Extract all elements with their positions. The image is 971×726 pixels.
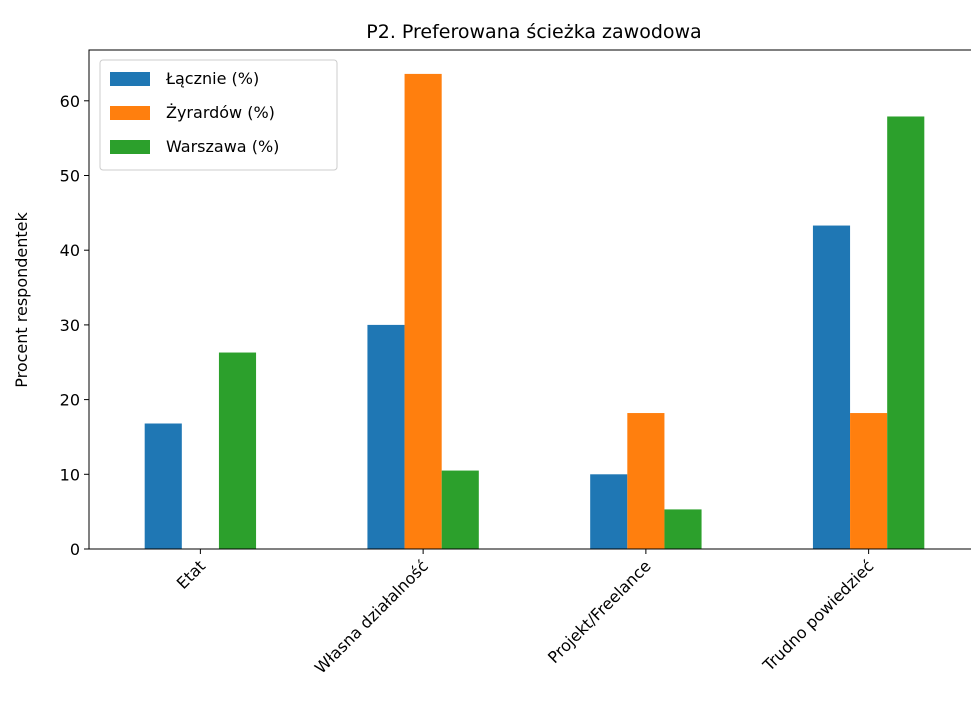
x-tick-label: Trudno powiedzieć (758, 556, 877, 675)
y-tick-label: 50 (60, 166, 80, 185)
legend-box (99, 59, 338, 171)
legend-swatch (110, 72, 150, 86)
bar (218, 352, 257, 549)
y-axis-label: Procent respondentek (12, 212, 31, 388)
legend-label: Łącznie (%) (165, 69, 259, 88)
legend-swatch (110, 106, 150, 120)
x-tick-label: Etat (173, 556, 209, 592)
bar (441, 470, 479, 549)
bar (850, 413, 888, 549)
bar (887, 116, 925, 550)
legend-swatch (110, 140, 150, 154)
y-tick-label: 30 (60, 316, 80, 335)
legend-label: Warszawa (%) (166, 137, 279, 156)
bar (664, 509, 702, 549)
y-tick-label: 20 (60, 391, 80, 410)
y-tick-label: 10 (60, 465, 80, 484)
bar (404, 73, 442, 550)
bar (367, 324, 405, 549)
x-tick-label: Projekt/Freelance (544, 556, 655, 667)
y-tick-label: 60 (60, 92, 80, 111)
bar (812, 225, 851, 550)
x-tick-label: Własna działalność (311, 556, 432, 677)
y-tick-label: 40 (60, 241, 80, 260)
bar (590, 474, 628, 549)
plot-frame (88, 49, 971, 550)
chart-title: P2. Preferowana ścieżka zawodowa (366, 21, 701, 43)
legend-label: Żyrardów (%) (166, 103, 275, 122)
bar (627, 413, 665, 549)
bar (144, 423, 182, 549)
y-tick-label: 0 (70, 540, 80, 559)
